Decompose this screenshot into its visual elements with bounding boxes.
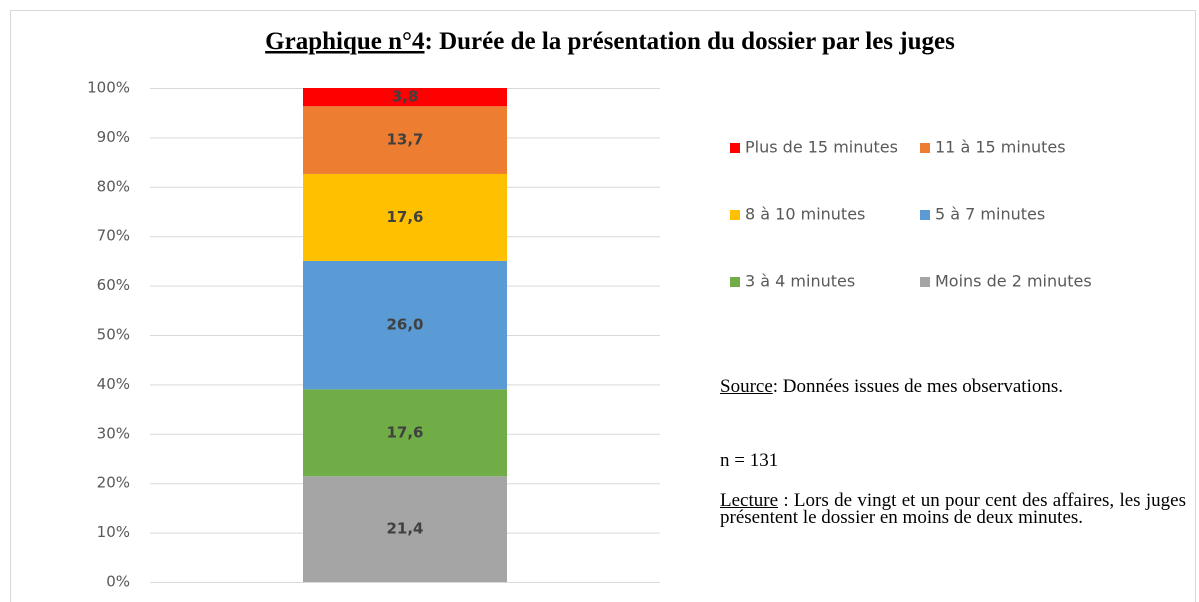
value-label: 13,7 [386, 131, 423, 149]
chart-title: Graphique n°4: Durée de la présentation … [265, 28, 955, 55]
y-tick-label: 100% [87, 79, 130, 97]
legend-label: Moins de 2 minutes [935, 272, 1092, 291]
legend-swatch [730, 143, 740, 153]
lecture-note: Lecture : Lors de vingt et un pour cent … [720, 490, 1186, 528]
lecture-label: Lecture [720, 490, 779, 511]
legend-swatch [920, 277, 930, 287]
y-tick-label: 50% [97, 326, 130, 344]
legend-swatch [920, 143, 930, 153]
bar-segment [303, 106, 507, 174]
source-label: Source [720, 376, 773, 397]
chart-border [10, 10, 1196, 602]
y-tick-label: 10% [97, 523, 130, 541]
legend-swatch [730, 277, 740, 287]
legend-swatch [920, 210, 930, 220]
value-label: 26,0 [386, 316, 423, 334]
n-note: n = 131 [720, 450, 779, 471]
legend-label: 8 à 10 minutes [745, 205, 865, 224]
bar-segment [303, 476, 507, 582]
bar-segment [303, 260, 507, 390]
y-tick-label: 60% [97, 276, 130, 294]
title-label: Graphique n°4 [265, 28, 425, 55]
y-tick-label: 80% [97, 177, 130, 195]
bar-segment [303, 88, 507, 107]
title-text: : Durée de la présentation du dossier pa… [425, 28, 956, 55]
value-label: 17,6 [386, 208, 423, 226]
y-tick-label: 40% [97, 375, 130, 393]
y-tick-label: 30% [97, 424, 130, 442]
legend-label: 3 à 4 minutes [745, 272, 855, 291]
y-tick-label: 20% [97, 474, 130, 492]
source-text: : Données issues de mes observations. [772, 376, 1063, 397]
legend-label: 11 à 15 minutes [935, 138, 1066, 157]
y-tick-label: 90% [97, 128, 130, 146]
source-note: Source: Données issues de mes observatio… [720, 376, 1186, 397]
legend-label: 5 à 7 minutes [935, 205, 1045, 224]
legend-swatch [730, 210, 740, 220]
y-tick-label: 70% [97, 227, 130, 245]
bar-segment [303, 389, 507, 477]
bar-segment [303, 173, 507, 261]
lecture-text: : Lors de vingt et un pour cent des affa… [720, 490, 1186, 528]
y-tick-label: 0% [106, 573, 130, 591]
value-label: 3,8 [392, 87, 419, 105]
value-label: 21,4 [386, 520, 423, 538]
legend-label: Plus de 15 minutes [745, 138, 898, 157]
value-label: 17,6 [386, 423, 423, 441]
